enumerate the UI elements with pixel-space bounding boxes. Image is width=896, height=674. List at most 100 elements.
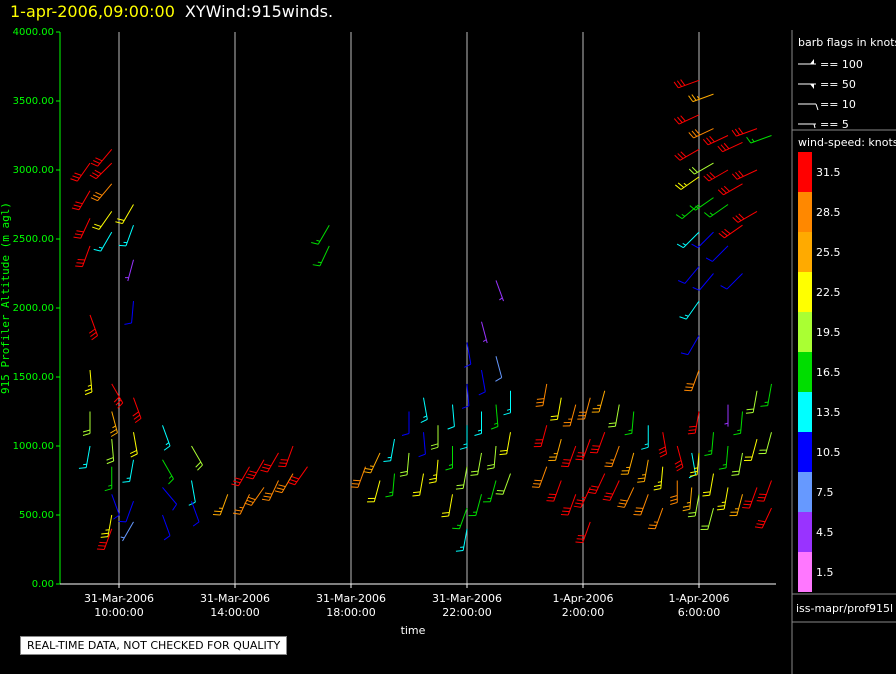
wind-barb — [399, 452, 410, 477]
barb-feather-half — [494, 422, 498, 425]
barb-staff — [95, 162, 113, 180]
barb-feather-full — [548, 493, 557, 496]
barb-feather-half — [694, 467, 698, 470]
barb-feather-full — [533, 483, 541, 485]
wind-barb — [675, 204, 700, 220]
barb-staff — [584, 397, 591, 420]
barb-staff — [107, 514, 113, 537]
barb-staff — [740, 411, 743, 434]
barb-feather-full — [350, 486, 359, 488]
wind-barb — [363, 452, 381, 474]
wind-barb — [129, 432, 138, 458]
barb-staff — [506, 432, 511, 454]
y-tick-label: 3500.00 — [13, 96, 54, 107]
wind-barb — [624, 411, 635, 436]
wind-barb — [124, 301, 134, 325]
wind-barb — [486, 445, 497, 470]
barb-staff — [654, 507, 664, 529]
barb-feather-full — [721, 230, 728, 237]
barb-staff — [708, 169, 729, 182]
barb-feather-full — [168, 478, 174, 485]
barb-staff — [85, 445, 91, 468]
barb-staff — [723, 487, 729, 510]
barb-feather-full — [287, 481, 296, 486]
barb-staff — [580, 487, 591, 508]
wind-barb — [495, 473, 511, 495]
barb-feather-full — [441, 515, 449, 518]
barb-feather-full — [562, 510, 570, 513]
barb-feather-full — [132, 411, 139, 417]
barb-feather-half — [98, 246, 103, 249]
barb-feather-full — [575, 458, 583, 461]
barb-feather-full — [675, 214, 683, 220]
wind-barb — [418, 432, 426, 458]
wind-barb — [589, 432, 606, 454]
wind-barb — [588, 473, 606, 495]
barb-staff — [752, 390, 758, 413]
barb-feather-full — [563, 507, 571, 509]
barb-feather-full — [717, 505, 725, 507]
barb-staff — [697, 231, 714, 249]
barb-staff — [711, 432, 714, 455]
grid-lines — [118, 32, 700, 584]
wind-barb — [716, 487, 729, 511]
barb-staff — [750, 135, 772, 144]
barb-staff — [693, 128, 714, 139]
barb-feather-full — [90, 162, 98, 167]
barb-staff — [392, 473, 395, 496]
x-tick-label-date: 31-Mar-2006 — [316, 592, 386, 605]
barb-feather-full — [262, 466, 270, 470]
colorbar-swatch — [798, 352, 812, 392]
barb-feather-full — [84, 391, 93, 396]
barb-feather-full — [757, 520, 766, 523]
barb-staff — [556, 397, 562, 420]
barb-staff — [238, 466, 250, 487]
barb-staff — [640, 494, 649, 516]
colorbar-swatch — [798, 552, 812, 592]
barb-staff — [370, 452, 381, 474]
barb-staff — [694, 162, 714, 175]
barb-feather-half — [463, 443, 468, 446]
wind-barb — [84, 370, 93, 396]
barb-feather-full — [100, 536, 108, 538]
colorbar-swatch — [798, 152, 812, 192]
barb-feather-full — [732, 216, 739, 223]
barb-feather-full — [547, 496, 555, 499]
wind-barb — [733, 411, 743, 436]
barb-feather-full — [74, 172, 82, 176]
barb-feather-full — [92, 172, 99, 177]
barb-feather-half — [389, 491, 393, 494]
barb-feather-full — [702, 138, 709, 146]
barb-feather-full — [691, 166, 698, 173]
wind-barb — [312, 245, 330, 267]
wind-barb — [71, 190, 91, 211]
barb-staff — [267, 452, 279, 473]
barb-feather-full — [263, 495, 271, 498]
wind-barb — [96, 528, 113, 550]
barb-feather-full — [718, 232, 725, 239]
barb-staff — [723, 183, 743, 196]
barb-feather-full — [731, 474, 739, 476]
barb-staff — [191, 501, 200, 523]
y-axis-label: 915 Profiler Altitude (m agl) — [0, 202, 12, 394]
barb-feather-full — [676, 466, 684, 472]
barb-feather-full — [689, 205, 696, 211]
wind-barb — [604, 445, 620, 468]
header-product: XYWind:915winds. — [184, 2, 334, 21]
wind-barb — [746, 135, 772, 144]
barb-feather-half — [87, 384, 92, 387]
x-axis-label: time — [401, 624, 426, 637]
wind-barb — [106, 439, 115, 465]
barb-feather-full — [734, 128, 741, 136]
barb-feather-full — [101, 532, 109, 535]
barb-feather-full — [608, 425, 616, 428]
barb-feather-full — [576, 455, 584, 457]
colorbar-label: 16.5 — [816, 366, 841, 379]
barb-staff — [738, 452, 743, 475]
wind-barb — [702, 473, 714, 497]
wind-barb — [670, 480, 678, 505]
wind-barb — [401, 411, 410, 436]
colorbar-swatch — [798, 232, 812, 272]
barb-feather-full — [720, 285, 728, 290]
